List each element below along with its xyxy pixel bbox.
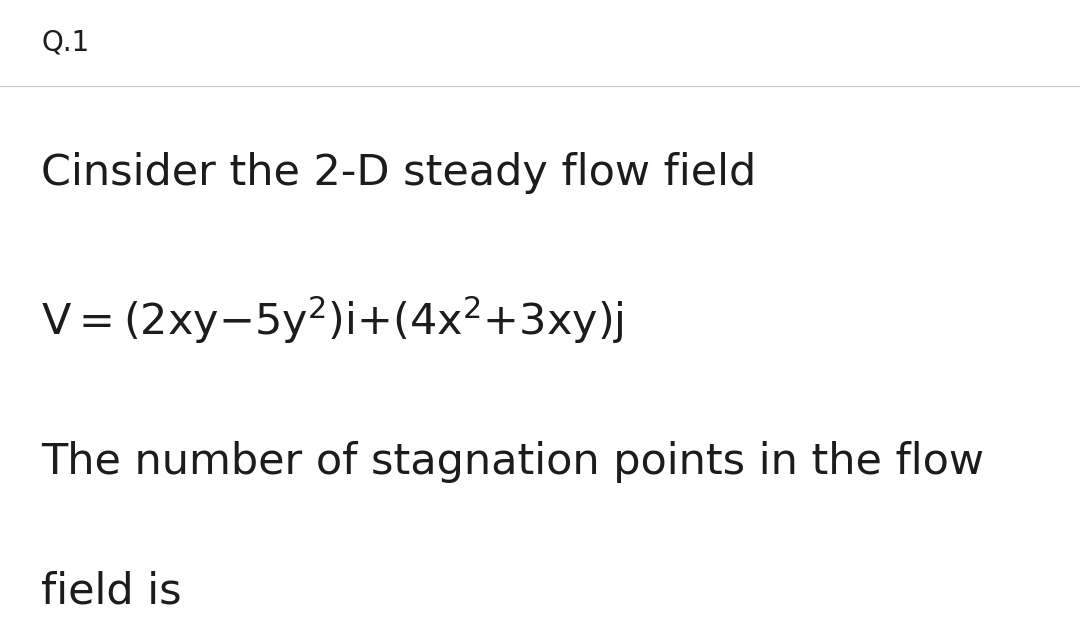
Text: The number of stagnation points in the flow: The number of stagnation points in the f… (41, 441, 984, 482)
Text: Cinsider the 2-D steady flow field: Cinsider the 2-D steady flow field (41, 152, 756, 194)
Text: $\mathsf{V{=}(2xy{-}5y^{2})i{+}(4x^{2}{+}3xy)j}$: $\mathsf{V{=}(2xy{-}5y^{2})i{+}(4x^{2}{+… (41, 295, 624, 346)
Text: field is: field is (41, 571, 181, 612)
Text: Q.1: Q.1 (41, 29, 90, 56)
